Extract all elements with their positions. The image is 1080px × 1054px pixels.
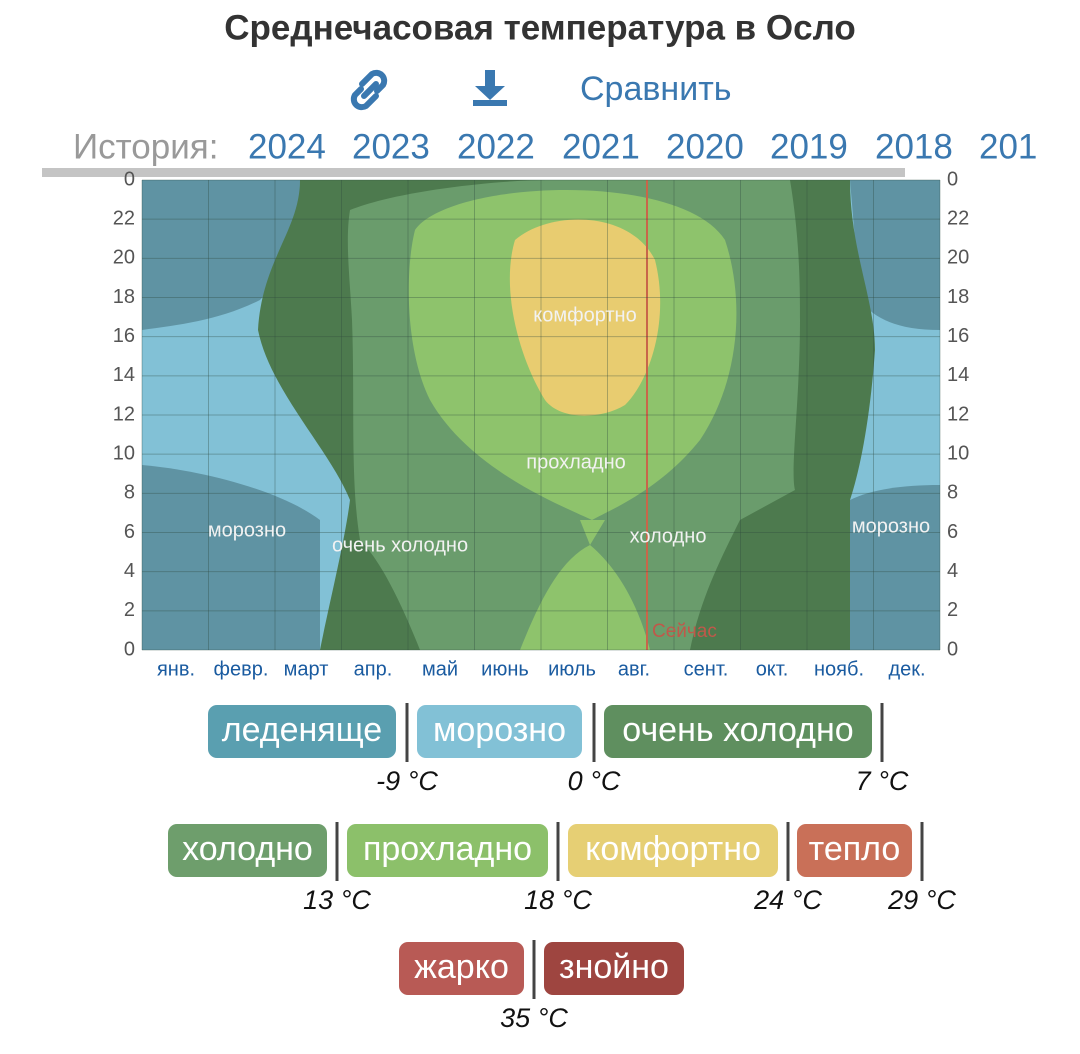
y-tick-label: 8 <box>947 482 958 504</box>
legend-label: прохладно <box>363 830 532 868</box>
y-tick-label: 12 <box>947 403 969 425</box>
legend-chip <box>399 942 524 995</box>
legend-chip <box>168 824 327 877</box>
y-tick-label: 16 <box>113 325 135 347</box>
y-tick-label: 14 <box>113 364 135 386</box>
threshold-label: 18 °C <box>524 885 592 915</box>
legend-chip <box>544 942 684 995</box>
region-label: морозно <box>852 515 930 537</box>
legend-label: тепло <box>809 830 901 868</box>
month-label: нояб. <box>814 658 864 680</box>
legend-chip <box>417 705 582 758</box>
legend-label: знойно <box>559 948 669 986</box>
download-icon[interactable] <box>473 70 507 106</box>
region-label: прохладно <box>526 451 625 473</box>
legend-label: очень холодно <box>622 711 853 749</box>
legend-label: холодно <box>182 830 313 868</box>
title: Среднечасовая температура в Осло <box>224 8 856 47</box>
y-tick-label: 18 <box>947 286 969 308</box>
y-tick-label: 22 <box>947 207 969 229</box>
month-label: февр. <box>214 658 269 680</box>
threshold-label: 35 °C <box>500 1003 568 1033</box>
y-tick-label: 0 <box>947 168 958 190</box>
legend-label: морозно <box>433 711 566 749</box>
threshold-label: 29 °C <box>887 885 956 915</box>
region-label: комфортно <box>533 304 636 326</box>
history-year[interactable]: 2019 <box>770 127 848 166</box>
history-year[interactable]: 2022 <box>457 127 535 166</box>
month-label: апр. <box>354 658 393 680</box>
legend-chip <box>568 824 778 877</box>
compare-link[interactable]: Сравнить <box>580 70 732 108</box>
link-icon[interactable] <box>350 69 388 111</box>
region-label: холодно <box>630 525 707 547</box>
now-label: Сейчас <box>652 621 717 642</box>
threshold-label: 0 °C <box>568 766 621 796</box>
y-tick-label: 2 <box>947 599 958 621</box>
month-label: янв. <box>157 658 195 680</box>
y-tick-label: 6 <box>947 521 958 543</box>
history-year[interactable]: 201 <box>979 127 1037 166</box>
y-tick-label: 12 <box>113 403 135 425</box>
legend-label: леденяще <box>222 711 382 749</box>
y-tick-label: 18 <box>113 286 135 308</box>
month-label: июль <box>548 658 596 680</box>
history-label: История: <box>73 127 218 166</box>
month-label: май <box>422 658 458 680</box>
legend-chip <box>208 705 396 758</box>
y-tick-label: 10 <box>113 442 135 464</box>
y-tick-label: 20 <box>947 247 969 269</box>
threshold-label: 24 °C <box>753 885 822 915</box>
y-tick-label: 10 <box>947 442 969 464</box>
y-tick-label: 4 <box>947 560 958 582</box>
region-label: морозно <box>208 519 286 541</box>
y-tick-label: 20 <box>113 247 135 269</box>
month-label: сент. <box>684 658 729 680</box>
threshold-label: -9 °C <box>376 766 438 796</box>
y-tick-label: 4 <box>124 560 135 582</box>
threshold-label: 7 °C <box>856 766 909 796</box>
month-label: дек. <box>888 658 925 680</box>
threshold-label: 13 °C <box>303 885 371 915</box>
region-label: очень холодно <box>332 534 468 556</box>
month-label: авг. <box>618 658 650 680</box>
scrollbar[interactable] <box>42 168 905 177</box>
y-tick-label: 22 <box>113 207 135 229</box>
y-tick-label: 0 <box>124 168 135 190</box>
legend-chip <box>604 705 872 758</box>
legend-label: жарко <box>414 948 509 986</box>
history-year[interactable]: 2018 <box>875 127 953 166</box>
month-label: июнь <box>481 658 529 680</box>
y-tick-label: 16 <box>947 325 969 347</box>
y-tick-label: 0 <box>124 638 135 660</box>
month-label: окт. <box>756 658 789 680</box>
legend-chip <box>347 824 548 877</box>
history-year[interactable]: 2024 <box>248 127 326 166</box>
history-year[interactable]: 2020 <box>666 127 744 166</box>
y-tick-label: 8 <box>124 482 135 504</box>
y-tick-label: 14 <box>947 364 969 386</box>
month-label: март <box>284 658 329 680</box>
y-tick-label: 0 <box>947 638 958 660</box>
history-year[interactable]: 2023 <box>352 127 430 166</box>
legend-label: комфортно <box>585 830 761 868</box>
legend-chip <box>797 824 912 877</box>
plot <box>142 180 940 650</box>
y-tick-label: 6 <box>124 521 135 543</box>
y-tick-label: 2 <box>124 599 135 621</box>
history-year[interactable]: 2021 <box>562 127 640 166</box>
